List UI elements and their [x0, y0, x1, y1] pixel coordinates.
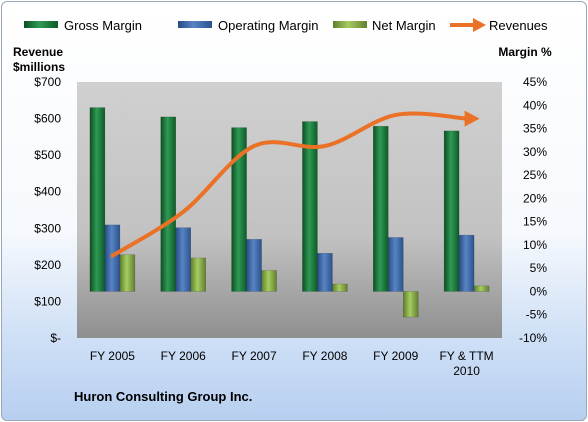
bar-gross-margin: [443, 130, 460, 292]
legend-label-gross-margin: Gross Margin: [64, 18, 142, 33]
bar-net-margin: [119, 254, 136, 292]
bar-operating-margin: [246, 239, 262, 292]
right-tick-label: 40%: [523, 98, 547, 112]
bar-gross-margin: [89, 107, 106, 292]
legend-label-operating-margin: Operating Margin: [218, 18, 318, 33]
right-tick-label: 45%: [523, 75, 547, 89]
category-label: FY 2008: [302, 349, 347, 363]
legend-item-revenues: Revenues: [450, 18, 548, 33]
category-label: 2010: [453, 364, 480, 378]
bar-net-margin: [261, 270, 277, 292]
left-tick-label: $500: [34, 148, 61, 162]
bar-gross-margin: [231, 127, 247, 292]
right-tick-label: 30%: [523, 145, 547, 159]
right-tick-label: 20%: [523, 191, 547, 205]
legend-label-revenues: Revenues: [489, 18, 548, 33]
category-label: FY 2006: [161, 349, 206, 363]
bar-operating-margin: [388, 237, 404, 292]
left-tick-label: $200: [34, 258, 61, 272]
legend-item-gross-margin: Gross Margin: [24, 18, 142, 33]
right-tick-label: 35%: [523, 122, 547, 136]
left-axis-title-line-2: $millions: [13, 60, 65, 74]
category-label: FY 2009: [373, 349, 418, 363]
bar-operating-margin: [317, 253, 333, 292]
legend-swatch-net-margin: [333, 21, 367, 28]
left-tick-label: $600: [34, 112, 61, 126]
left-tick-label: $300: [34, 221, 61, 235]
plot-area: [77, 82, 502, 338]
bar-net-margin: [190, 257, 206, 292]
category-label: FY 2005: [90, 349, 135, 363]
right-tick-label: 10%: [523, 238, 547, 252]
bar-net-margin: [332, 283, 348, 292]
left-tick-label: $100: [34, 294, 61, 308]
legend-item-net-margin: Net Margin: [333, 18, 436, 33]
legend-item-operating-margin: Operating Margin: [178, 18, 318, 33]
legend-label-net-margin: Net Margin: [372, 18, 436, 33]
revenue-arrowhead: [464, 110, 480, 127]
right-axis-title: Margin %: [498, 45, 552, 59]
category-labels: FY 2005 FY 2006 FY 2007 FY 2008 FY 2009 FY & …: [90, 349, 494, 378]
bar-operating-margin: [104, 224, 121, 292]
right-tick-label: 15%: [523, 215, 547, 229]
right-axis-ticks: -10% -5% 0% 5% 10% 15% 20% 25% 30% 35% 40% 45%: [519, 75, 547, 345]
left-tick-label: $400: [34, 185, 61, 199]
category-label: FY & TTM: [439, 349, 493, 363]
bar-gross-margin: [373, 125, 389, 292]
revenue-line-layer: [110, 110, 480, 258]
right-tick-label: 25%: [523, 168, 547, 182]
legend-swatch-operating-margin: [178, 21, 212, 28]
company-label: Huron Consulting Group Inc.: [74, 389, 252, 404]
bar-net-margin: [473, 285, 490, 292]
right-tick-label: 5%: [530, 261, 548, 275]
bar-gross-margin: [302, 121, 318, 292]
left-axis-title-line-1: Revenue: [13, 45, 63, 59]
bar-operating-margin: [458, 234, 475, 292]
bars: [89, 107, 490, 318]
bar-net-margin: [403, 291, 419, 318]
left-tick-label: $700: [34, 75, 61, 89]
bar-operating-margin: [175, 227, 191, 292]
left-axis-ticks: $- $100 $200 $300 $400 $500 $600 $700: [34, 75, 61, 345]
left-tick-label: $-: [50, 331, 61, 345]
legend-arrow-revenues: [473, 18, 486, 32]
right-tick-label: -5%: [526, 308, 548, 322]
revenue-line: [110, 111, 469, 258]
right-tick-label: 0%: [530, 284, 548, 298]
right-tick-label: -10%: [519, 331, 547, 345]
category-label: FY 2007: [232, 349, 277, 363]
bar-gross-margin: [160, 116, 176, 292]
legend: Gross Margin Operating Margin Net Margin…: [24, 18, 548, 33]
legend-swatch-gross-margin: [24, 21, 58, 28]
